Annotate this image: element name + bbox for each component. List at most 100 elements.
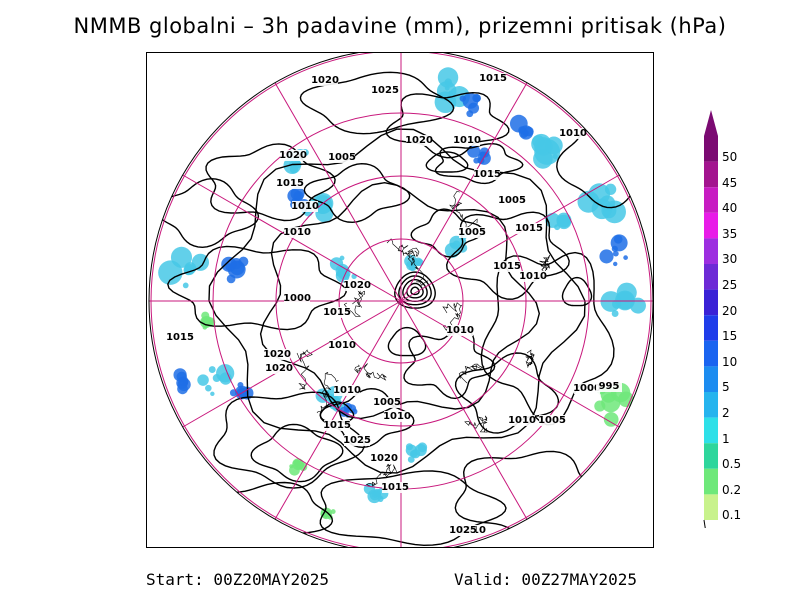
legend-top-arrow bbox=[704, 110, 718, 136]
legend-swatch bbox=[704, 315, 718, 341]
svg-text:1010: 1010 bbox=[291, 201, 319, 212]
legend-swatch bbox=[704, 340, 718, 367]
precip-cell bbox=[197, 374, 209, 386]
meridian-line bbox=[400, 170, 627, 302]
legend-swatch bbox=[704, 136, 718, 162]
meridian-line bbox=[400, 75, 532, 302]
precip-cell bbox=[289, 165, 299, 174]
isobar-label: 1010 bbox=[508, 415, 536, 426]
isobar-label: 1025 bbox=[449, 525, 477, 536]
polar-map: 1020102510151010102010051015101010201015… bbox=[148, 53, 653, 547]
isobar-label: 1005 bbox=[328, 152, 356, 163]
precip-cell bbox=[612, 250, 619, 257]
isobar bbox=[250, 423, 344, 483]
isobar bbox=[410, 286, 420, 296]
legend-label: 15 bbox=[722, 329, 738, 344]
isobar-label: 1015 bbox=[381, 482, 409, 493]
coastline bbox=[539, 254, 551, 274]
precip-cell bbox=[472, 93, 481, 103]
isobar-label: 1015 bbox=[479, 73, 507, 84]
isobar bbox=[303, 162, 411, 224]
precip-cell bbox=[611, 245, 618, 252]
isobar-label: 1010 bbox=[453, 135, 481, 146]
precip-cell bbox=[182, 380, 189, 386]
isobar-label: 1010 bbox=[446, 325, 474, 336]
svg-text:1010: 1010 bbox=[508, 415, 536, 426]
legend-label: 1 bbox=[722, 431, 730, 446]
isobar bbox=[167, 245, 347, 331]
svg-text:1015: 1015 bbox=[381, 482, 409, 493]
precip-cell bbox=[289, 464, 300, 476]
coastline bbox=[316, 371, 339, 414]
precip-cell bbox=[509, 114, 528, 133]
precip-cell bbox=[210, 391, 215, 396]
legend-swatch bbox=[704, 264, 718, 290]
precip-cell bbox=[237, 381, 244, 388]
valid-time: Valid: 00Z27MAY2025 bbox=[454, 570, 638, 589]
svg-text:1020: 1020 bbox=[311, 75, 339, 86]
isobar-label: 1020 bbox=[279, 150, 307, 161]
coastline bbox=[296, 349, 313, 390]
svg-text:1020: 1020 bbox=[279, 150, 307, 161]
svg-text:1010: 1010 bbox=[559, 128, 587, 139]
legend-swatch bbox=[704, 468, 718, 495]
isobar bbox=[425, 151, 469, 173]
chart-title: NMMB globalni – 3h padavine (mm), prizem… bbox=[73, 14, 727, 38]
isobar-label: 1000 bbox=[283, 293, 311, 304]
legend-label: 10 bbox=[722, 354, 738, 369]
meridian-line bbox=[400, 300, 627, 432]
isobar-label: 1015 bbox=[493, 261, 521, 272]
svg-text:1005: 1005 bbox=[498, 195, 526, 206]
svg-text:1010: 1010 bbox=[328, 340, 356, 351]
precip-cell bbox=[452, 240, 461, 249]
precip-cell bbox=[613, 235, 623, 244]
legend-swatch bbox=[704, 212, 718, 239]
svg-text:1015: 1015 bbox=[479, 73, 507, 84]
isobar-label: 1020 bbox=[343, 280, 371, 291]
precip-cell bbox=[407, 456, 415, 463]
isobar bbox=[410, 208, 484, 258]
isobar-label: 1010 bbox=[383, 411, 411, 422]
svg-text:1015: 1015 bbox=[515, 223, 543, 234]
svg-text:1010: 1010 bbox=[283, 227, 311, 238]
legend-swatch bbox=[704, 494, 718, 520]
precip-cell bbox=[173, 368, 187, 382]
isobar bbox=[480, 251, 615, 426]
precip-cell bbox=[594, 400, 606, 412]
isobar-label: 1010 bbox=[291, 201, 319, 212]
precip-cell bbox=[552, 153, 558, 159]
svg-text:1015: 1015 bbox=[323, 307, 351, 318]
legend-label: 45 bbox=[722, 175, 738, 190]
isobar-label: 1025 bbox=[371, 85, 399, 96]
isobar-label: 1005 bbox=[373, 397, 401, 408]
legend-label: 25 bbox=[722, 278, 738, 292]
legend-swatch bbox=[704, 417, 718, 444]
legend-label: 20 bbox=[722, 303, 738, 318]
precip-cell bbox=[414, 443, 427, 457]
svg-text:1015: 1015 bbox=[473, 169, 501, 180]
svg-text:1005: 1005 bbox=[458, 227, 486, 238]
isobar-label: 1015 bbox=[515, 223, 543, 234]
svg-text:1010: 1010 bbox=[519, 271, 547, 282]
isobar-label: 1020 bbox=[265, 363, 293, 374]
legend-label: 50 bbox=[722, 150, 738, 164]
svg-text:1010: 1010 bbox=[453, 135, 481, 146]
legend-swatch bbox=[704, 443, 718, 469]
start-time: Start: 00Z20MAY2025 bbox=[146, 570, 330, 589]
precip-cell bbox=[524, 126, 534, 137]
svg-text:1015: 1015 bbox=[276, 178, 304, 189]
coastline bbox=[458, 363, 485, 384]
svg-text:1015: 1015 bbox=[323, 420, 351, 431]
precip-cell bbox=[208, 366, 216, 373]
map-disk-outline bbox=[148, 53, 653, 547]
isobar-label: 1020 bbox=[263, 349, 291, 360]
legend-label: 40 bbox=[722, 201, 738, 216]
svg-text:1020: 1020 bbox=[370, 453, 398, 464]
svg-text:1015: 1015 bbox=[166, 332, 194, 343]
precip-cell bbox=[554, 224, 561, 231]
isobar bbox=[387, 326, 427, 357]
meridian-line bbox=[270, 300, 402, 527]
isobar-label: 1015 bbox=[323, 420, 351, 431]
isobar-label: 1015 bbox=[323, 307, 351, 318]
precip-cell bbox=[221, 256, 237, 272]
